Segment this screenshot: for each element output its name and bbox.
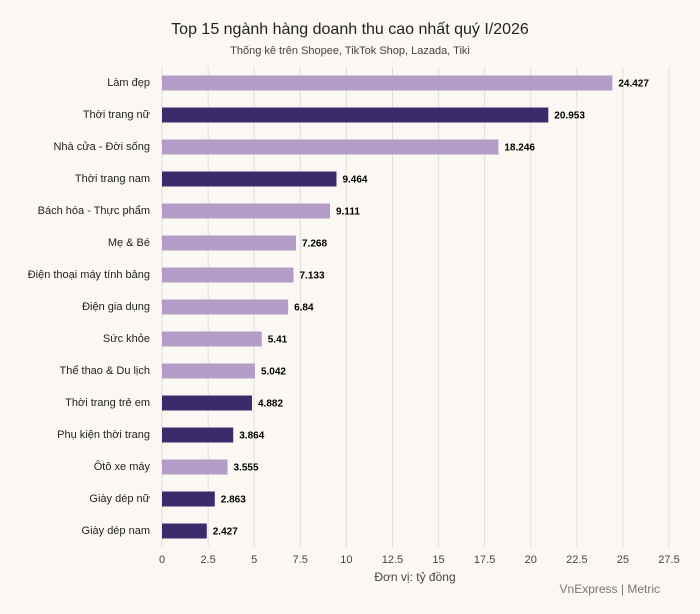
x-tick-label: 27.5 xyxy=(658,554,679,566)
bar xyxy=(162,107,549,123)
value-label: 5.41 xyxy=(268,335,288,346)
bar xyxy=(162,171,337,187)
bar xyxy=(162,331,262,347)
x-tick-label: 5 xyxy=(251,554,257,566)
y-tick-label: Thời trang nữ xyxy=(83,109,151,121)
bar xyxy=(162,203,330,219)
y-tick-label: Làm đẹp xyxy=(107,77,150,89)
bar xyxy=(162,299,289,315)
y-tick-label: Thời trang nam xyxy=(75,173,150,185)
value-label: 18.246 xyxy=(504,143,535,154)
value-label: 3.555 xyxy=(234,463,259,474)
value-label: 2.863 xyxy=(221,495,246,506)
value-label: 9.111 xyxy=(336,207,360,218)
x-tick-label: 2.5 xyxy=(200,554,215,566)
x-tick-label: 15 xyxy=(432,554,444,566)
y-tick-label: Điện thoại máy tính bảng xyxy=(28,269,150,281)
value-label: 7.268 xyxy=(302,239,327,250)
x-tick-label: 12.5 xyxy=(382,554,403,566)
bar xyxy=(162,235,296,251)
y-tick-label: Sức khỏe xyxy=(103,333,150,345)
bar xyxy=(162,491,215,507)
bar xyxy=(162,75,613,91)
value-label: 4.882 xyxy=(258,399,283,410)
x-tick-label: 20 xyxy=(525,554,537,566)
bar xyxy=(162,267,294,283)
y-tick-label: Mẹ & Bé xyxy=(108,237,150,249)
x-tick-label: 0 xyxy=(159,554,165,566)
value-label: 20.953 xyxy=(554,111,585,122)
x-tick-label: 17.5 xyxy=(474,554,495,566)
x-tick-label: 10 xyxy=(340,554,352,566)
source: VnExpress | Metric xyxy=(560,582,660,596)
y-tick-label: Bách hóa - Thực phẩm xyxy=(38,205,150,217)
x-tick-label: 22.5 xyxy=(566,554,587,566)
value-label: 3.864 xyxy=(239,431,264,442)
value-label: 7.133 xyxy=(300,271,325,282)
value-label: 6.84 xyxy=(294,303,314,314)
x-tick-label: 25 xyxy=(617,554,629,566)
value-label: 5.042 xyxy=(261,367,286,378)
y-tick-label: Ôtô xe máy xyxy=(94,460,151,473)
bar xyxy=(162,523,207,539)
y-tick-label: Điện gia dụng xyxy=(82,301,150,313)
bar xyxy=(162,395,253,411)
chart-title: Top 15 ngành hàng doanh thu cao nhất quý… xyxy=(171,21,529,38)
bar xyxy=(162,139,499,155)
x-tick-label: 7.5 xyxy=(293,554,308,566)
y-tick-label: Thể thao & Du lịch xyxy=(60,365,151,377)
y-tick-label: Giày dép nam xyxy=(82,525,150,537)
bar xyxy=(162,363,255,379)
chart-subtitle: Thống kê trên Shopee, TikTok Shop, Lazad… xyxy=(230,45,470,57)
value-label: 2.427 xyxy=(213,527,238,538)
bar xyxy=(162,427,234,443)
y-tick-label: Giày dép nữ xyxy=(89,493,150,505)
y-tick-label: Nhà cửa - Đời sống xyxy=(53,141,150,153)
y-tick-label: Phụ kiện thời trang xyxy=(57,429,150,441)
y-tick-label: Thời trang trẻ em xyxy=(65,397,150,409)
x-axis-label: Đơn vị: tỷ đồng xyxy=(374,570,455,584)
value-label: 24.427 xyxy=(618,79,649,90)
bar xyxy=(162,459,228,475)
value-label: 9.464 xyxy=(342,175,367,186)
